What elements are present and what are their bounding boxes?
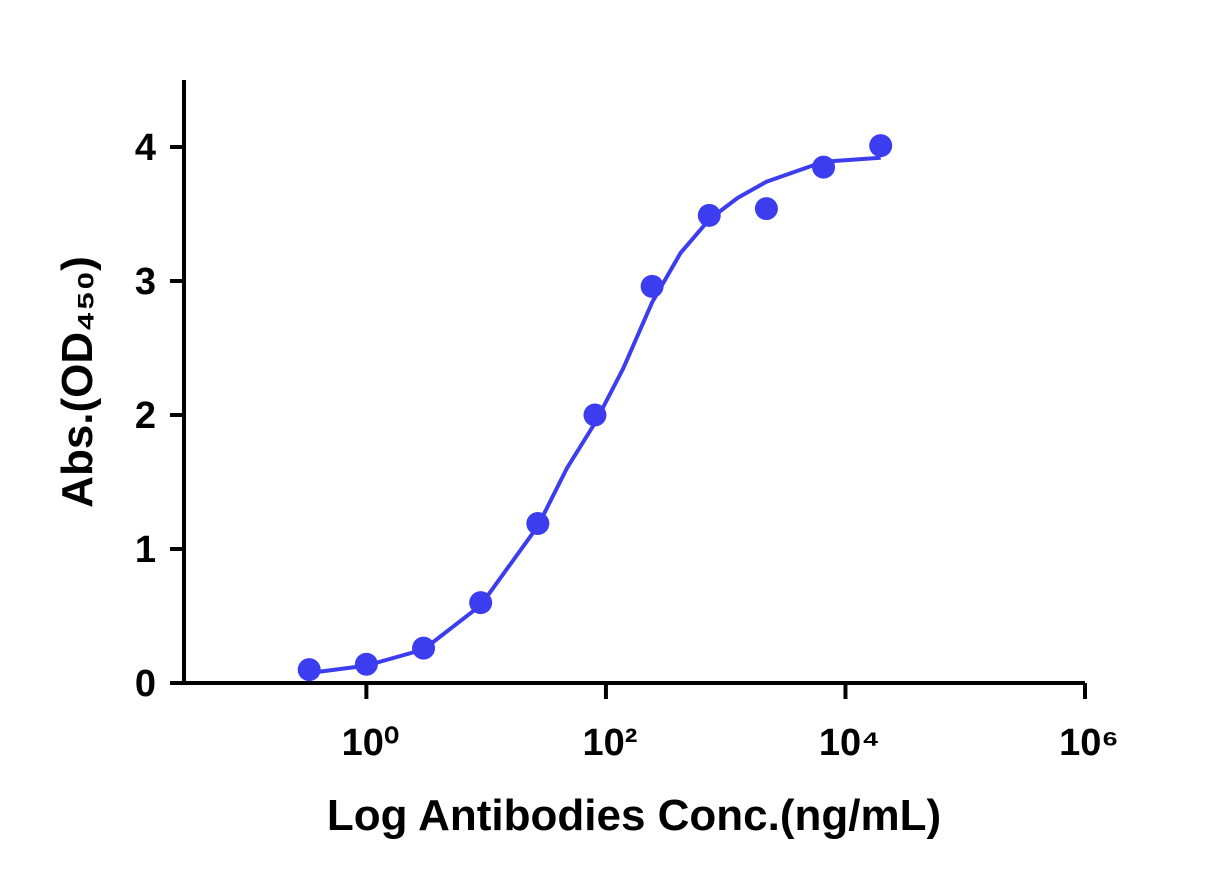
x-tick-label: 10⁰ [342,722,400,764]
y-tick-label: 2 [135,395,156,437]
data-point [812,155,836,179]
data-point [697,203,721,227]
y-tick-label: 4 [135,127,156,169]
x-tick-label: 10² [582,722,637,764]
fit-curve [308,155,881,675]
x-tick-label: 10⁶ [1059,722,1119,764]
data-point [583,403,607,427]
data-point [526,512,550,536]
data-point [640,274,664,298]
data-point [354,652,378,676]
y-tick-label: 0 [135,663,156,705]
y-tick-label: 1 [135,529,156,571]
data-point [754,197,778,221]
data-point [412,636,436,660]
x-tick-label: 10⁴ [819,722,880,764]
y-tick-label: 3 [135,261,156,303]
y-axis-label: Abs.(OD₄₅₀) [53,256,102,508]
data-point [297,658,321,682]
data-point [869,134,893,158]
x-axis-label: Log Antibodies Conc.(ng/mL) [327,791,941,840]
data-point [469,591,493,615]
